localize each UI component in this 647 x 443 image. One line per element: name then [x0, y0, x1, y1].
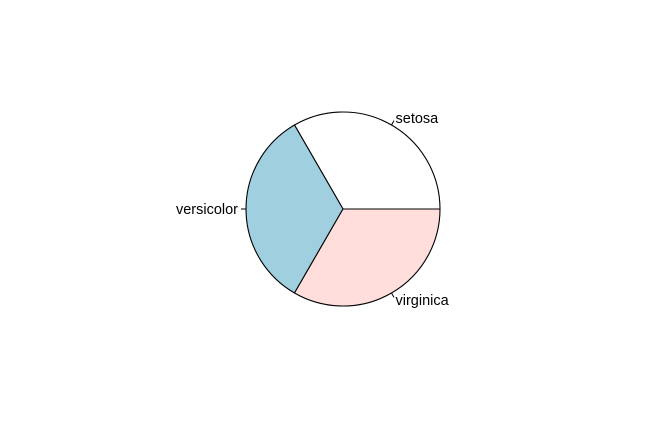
pie-label-tick-virginica — [391, 292, 395, 298]
pie-label-tick-setosa — [391, 120, 395, 126]
pie-label-virginica: virginica — [396, 293, 450, 309]
pie-label-setosa: setosa — [396, 111, 440, 127]
pie-labels: setosa versicolor virginica — [176, 111, 450, 309]
pie-slices — [245, 111, 441, 307]
pie-slice-setosa — [293, 111, 441, 210]
pie-label-versicolor: versicolor — [176, 202, 238, 218]
pie-slice-virginica — [293, 208, 441, 307]
pie-slice-versicolor — [245, 124, 344, 294]
